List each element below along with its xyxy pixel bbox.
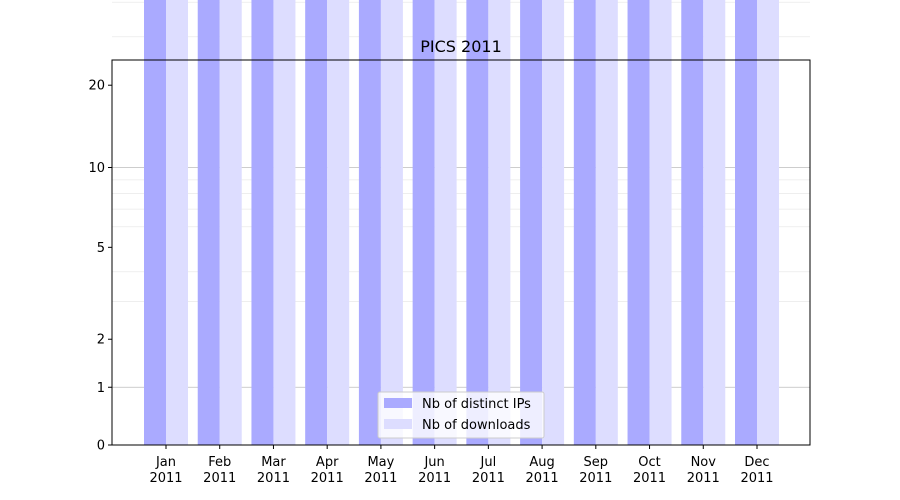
bar-downloads-jul (488, 0, 511, 446)
bar-distinct-ips-dec (735, 0, 757, 446)
x-tick-label-month: Sep (584, 455, 609, 470)
x-tick-label-year: 2011 (687, 471, 720, 486)
legend-label-distinct-ips: Nb of distinct IPs (422, 397, 531, 412)
bar-distinct-ips-apr (305, 0, 328, 445)
legend: Nb of distinct IPs Nb of downloads (377, 391, 545, 439)
bar-downloads-sep (595, 0, 618, 446)
bar-distinct-ips-mar (251, 0, 274, 446)
x-tick-label-year: 2011 (149, 471, 182, 486)
y-tick-label: 2 (97, 333, 105, 348)
x-tick-label-month: Jun (423, 455, 444, 470)
x-tick-label-year: 2011 (740, 471, 773, 486)
x-tick-label-year: 2011 (418, 471, 451, 486)
x-tick-label-year: 2011 (526, 471, 559, 486)
bar-distinct-ips-aug (520, 0, 543, 445)
bar-downloads-jun (434, 0, 457, 445)
x-tick-label-year: 2011 (203, 471, 236, 486)
x-axis: Jan2011Feb2011Mar2011Apr2011May2011Jun20… (149, 445, 774, 486)
y-tick-label: 10 (88, 161, 105, 176)
bar-downloads-apr (327, 0, 350, 445)
legend-swatch-distinct-ips (384, 398, 412, 408)
bar-distinct-ips-may (358, 0, 381, 445)
x-tick-label-year: 2011 (311, 471, 344, 486)
x-tick-label-month: Dec (744, 455, 769, 470)
bar-distinct-ips-jun (412, 0, 435, 445)
bars (144, 0, 779, 446)
bar-distinct-ips-oct (627, 0, 650, 446)
bar-distinct-ips-jan (144, 0, 166, 446)
bar-downloads-dec (757, 0, 779, 446)
x-tick-label-month: Jul (480, 455, 497, 470)
x-tick-label-year: 2011 (472, 471, 505, 486)
x-tick-label-year: 2011 (633, 471, 666, 486)
x-tick-label-year: 2011 (579, 471, 612, 486)
bar-distinct-ips-feb (197, 0, 220, 445)
bar-downloads-may (380, 0, 403, 446)
x-tick-label-month: Aug (529, 455, 554, 470)
bar-downloads-jan (166, 0, 188, 446)
y-tick-label: 1 (97, 381, 105, 396)
x-tick-label-month: Nov (691, 455, 717, 470)
legend-label-downloads: Nb of downloads (422, 418, 531, 433)
x-tick-label-year: 2011 (257, 471, 290, 486)
y-tick-label: 0 (97, 439, 105, 454)
x-tick-label-month: Apr (316, 455, 339, 470)
bar-downloads-aug (542, 0, 565, 445)
x-tick-label-month: Jan (155, 455, 176, 470)
chart-title: PICS 2011 (420, 37, 502, 56)
bar-downloads-feb (219, 0, 242, 445)
legend-box (377, 391, 545, 439)
bar-distinct-ips-nov (681, 0, 704, 445)
bar-distinct-ips-jul (466, 0, 489, 445)
x-tick-label-month: Feb (208, 455, 231, 470)
bar-distinct-ips-sep (573, 0, 596, 446)
legend-swatch-downloads (384, 419, 412, 429)
x-tick-label-year: 2011 (364, 471, 397, 486)
x-tick-label-month: Oct (638, 455, 660, 470)
x-tick-label-month: Mar (261, 455, 286, 470)
bar-downloads-oct (649, 0, 672, 445)
bar-downloads-mar (273, 0, 296, 445)
bar-downloads-nov (703, 0, 726, 445)
x-tick-label-month: May (367, 455, 394, 470)
axes-frame (111, 59, 811, 446)
y-tick-label: 5 (97, 241, 105, 256)
y-axis: 01251020501002005001000 (88, 79, 112, 454)
y-tick-label: 20 (88, 79, 105, 94)
